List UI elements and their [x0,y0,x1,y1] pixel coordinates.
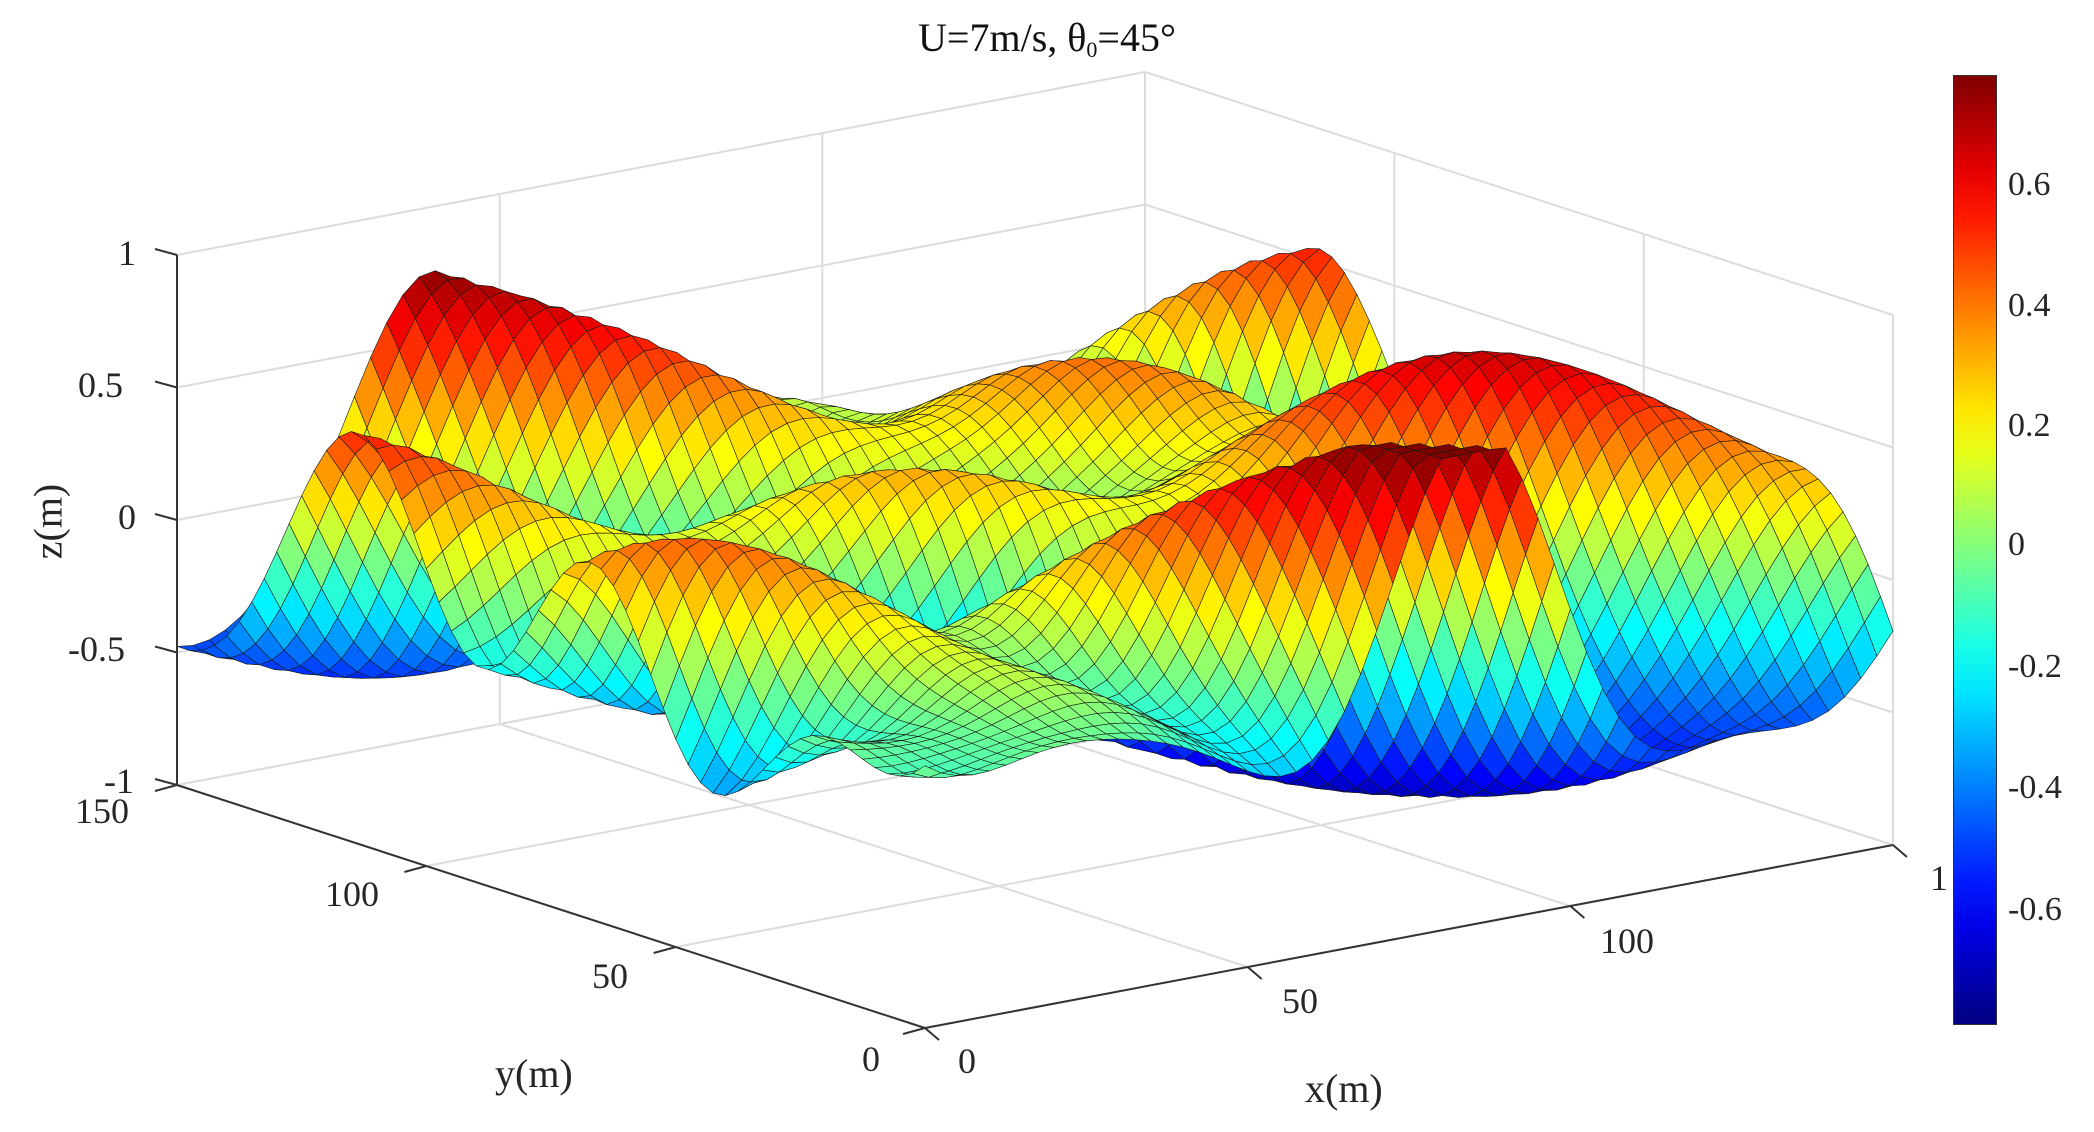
y-axis-label: y(m) [495,1051,573,1096]
colorbar-tick-label: 0.4 [2008,287,2051,324]
z-axis-label: z(m) [25,483,71,560]
z-tick-label: -0.5 [68,629,125,669]
z-tick-label: 1 [118,233,136,273]
x-axis-label: x(m) [1305,1066,1383,1111]
colorbar-tick-label: -0.2 [2008,648,2062,685]
x-tick-label: 100 [1600,921,1654,961]
surface-mesh [176,248,1894,798]
colorbar-tick-label: 0.6 [2008,166,2051,203]
colorbar-tick-label: 0 [2008,526,2025,563]
x-tick-label: 50 [1282,981,1318,1021]
colorbar [1953,75,1997,1025]
x-tick-label: 0 [958,1041,976,1081]
y-tick-label: 150 [75,791,129,831]
x-tick-label: 1 [1930,858,1948,898]
colorbar-tick-label: 0.2 [2008,407,2051,444]
colorbar-tick-label: -0.4 [2008,769,2062,806]
y-tick-label: 100 [325,874,379,914]
z-tick-label: -1 [104,761,134,801]
y-tick-label: 0 [862,1039,880,1079]
axes-lines [154,248,1908,1041]
colorbar-tick-label: -0.6 [2008,891,2062,928]
y-tick-label: 50 [592,956,628,996]
z-tick-label: 0 [118,497,136,537]
chart-title: U=7m/s, θ0=45° [918,15,1176,62]
z-tick-label: 0.5 [78,365,123,405]
